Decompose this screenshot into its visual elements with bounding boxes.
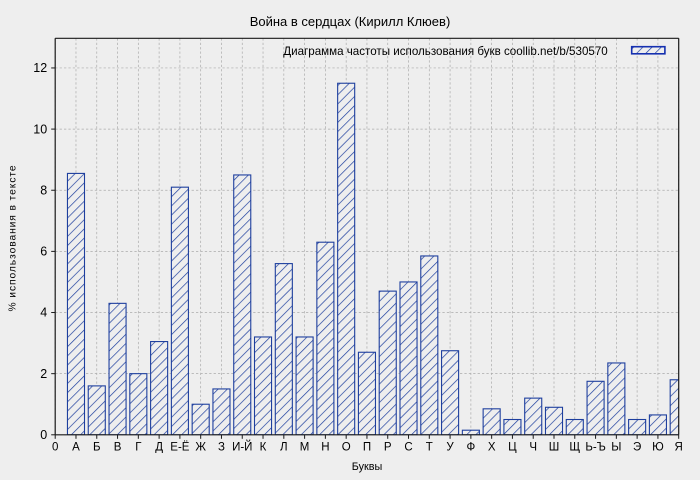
svg-text:10: 10	[33, 122, 47, 136]
svg-text:Х: Х	[488, 441, 496, 453]
svg-text:6: 6	[40, 245, 47, 259]
svg-text:0: 0	[40, 428, 47, 442]
svg-text:В: В	[114, 441, 122, 453]
svg-text:А: А	[72, 441, 80, 453]
svg-text:Я: Я	[675, 441, 683, 453]
svg-text:Р: Р	[384, 441, 392, 453]
svg-text:Т: Т	[426, 441, 433, 453]
svg-text:Ф: Ф	[466, 441, 475, 453]
svg-text:Г: Г	[135, 441, 142, 453]
svg-text:Ш: Ш	[549, 441, 560, 453]
svg-text:Ы: Ы	[611, 441, 621, 453]
svg-text:12: 12	[33, 61, 47, 75]
svg-text:8: 8	[40, 183, 47, 197]
svg-text:О: О	[342, 441, 351, 453]
svg-text:2: 2	[40, 367, 47, 381]
svg-text:Ь-Ъ: Ь-Ъ	[585, 441, 605, 453]
svg-text:С: С	[404, 441, 412, 453]
svg-text:П: П	[363, 441, 371, 453]
svg-text:4: 4	[40, 306, 47, 320]
svg-text:Б: Б	[93, 441, 101, 453]
svg-text:0: 0	[52, 441, 58, 453]
svg-text:Э: Э	[633, 441, 641, 453]
svg-text:К: К	[260, 441, 267, 453]
svg-text:Л: Л	[280, 441, 288, 453]
svg-text:Ж: Ж	[195, 441, 206, 453]
svg-text:Ц: Ц	[508, 441, 517, 453]
svg-text:У: У	[446, 441, 454, 453]
svg-text:Ч: Ч	[529, 441, 537, 453]
svg-text:Диаграмма частоты использовани: Диаграмма частоты использования букв coo…	[283, 45, 608, 58]
svg-text:Е-Ё: Е-Ё	[170, 441, 190, 453]
svg-text:Щ: Щ	[569, 441, 580, 453]
svg-text:Ю: Ю	[652, 441, 664, 453]
svg-text:Н: Н	[321, 441, 329, 453]
svg-text:Д: Д	[155, 441, 163, 453]
svg-text:М: М	[300, 441, 310, 453]
svg-text:З: З	[218, 441, 225, 453]
svg-text:И-Й: И-Й	[232, 440, 252, 453]
